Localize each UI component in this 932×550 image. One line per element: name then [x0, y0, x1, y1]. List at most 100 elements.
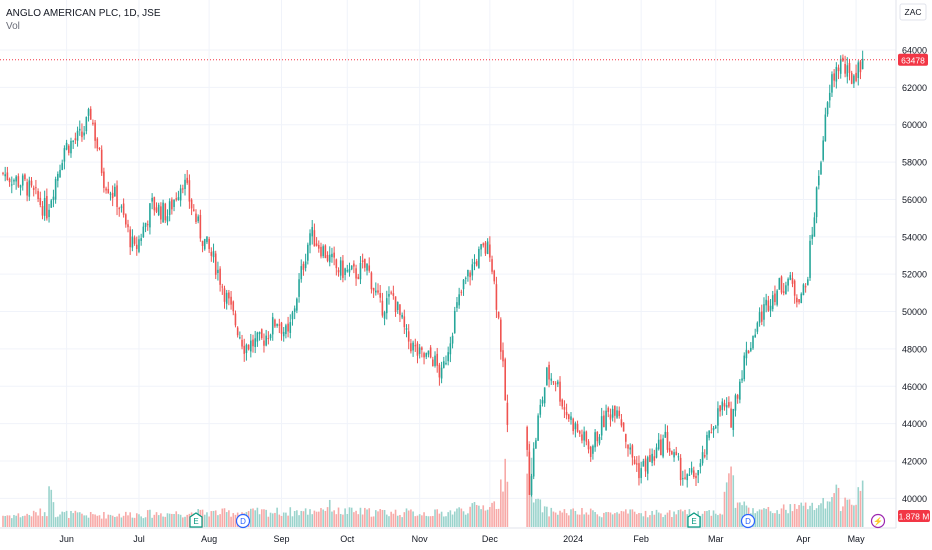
- volume-bar: [92, 514, 94, 527]
- volume-bar: [596, 514, 599, 527]
- volume-bar: [331, 511, 333, 527]
- volume-bar: [298, 515, 300, 527]
- candle-body: [747, 351, 750, 354]
- volume-bar: [50, 489, 53, 527]
- dividend-marker-icon[interactable]: [235, 513, 251, 529]
- volume-bar: [616, 512, 618, 527]
- price-tick-label: 64000: [902, 46, 927, 56]
- volume-bar: [164, 516, 167, 527]
- volume-bar: [267, 516, 270, 527]
- candle-body: [228, 292, 230, 299]
- volume-bar: [368, 508, 371, 527]
- earnings-marker-icon[interactable]: [687, 512, 701, 528]
- candle-body: [263, 340, 265, 346]
- candle-body: [190, 199, 193, 209]
- candle-body: [414, 345, 417, 347]
- candle-body: [107, 188, 110, 194]
- candle-body: [122, 203, 125, 215]
- candle-body: [331, 253, 333, 258]
- volume-bar: [581, 507, 583, 527]
- volume-bar: [701, 513, 704, 527]
- volume-bar: [550, 507, 553, 527]
- split-marker-icon[interactable]: [870, 513, 886, 529]
- volume-bar: [673, 511, 675, 527]
- volume-bar: [350, 507, 353, 527]
- price-axis[interactable]: 64000 62000 60000 58000 56000 54000 52000 50000…: [898, 3, 930, 522]
- candle-body: [427, 350, 430, 355]
- time-tick-label: Jun: [59, 534, 74, 544]
- candle-body: [666, 432, 669, 450]
- volume-bar: [605, 512, 607, 527]
- candle-body: [844, 63, 846, 74]
- currency-badge[interactable]: [899, 3, 927, 21]
- last-price-label: 63478: [901, 55, 925, 65]
- candle-body: [407, 331, 410, 342]
- candle-body: [344, 268, 346, 276]
- volume-bar: [383, 509, 386, 527]
- volume-bar: [72, 513, 74, 527]
- volume-bar: [449, 510, 452, 527]
- candle-body: [471, 264, 474, 276]
- candle-body: [105, 188, 107, 191]
- volume-bar: [379, 509, 381, 527]
- candle-body: [92, 122, 94, 125]
- dividend-marker-icon[interactable]: [740, 513, 756, 529]
- volume-bar: [815, 508, 818, 527]
- volume-bar: [41, 516, 44, 527]
- candle-body: [833, 73, 835, 81]
- event-markers[interactable]: E D E D ⚡: [189, 512, 886, 529]
- volume-bar: [19, 517, 22, 527]
- candle-body: [741, 378, 743, 381]
- volume-bar: [646, 517, 649, 527]
- candle-body: [423, 353, 425, 358]
- candle-body: [140, 238, 142, 241]
- volume-bar: [675, 514, 678, 527]
- volume-bar: [857, 487, 860, 527]
- grid-layer: [0, 0, 897, 529]
- candle-body: [576, 424, 579, 432]
- candle-body: [743, 355, 746, 380]
- earnings-marker-icon[interactable]: [189, 512, 203, 528]
- candle-body: [219, 268, 221, 285]
- candle-body: [850, 72, 853, 84]
- candle-body: [346, 270, 349, 272]
- volume-bar: [61, 511, 64, 527]
- volume-bar: [186, 514, 189, 527]
- volume-bar: [802, 505, 805, 527]
- candle-body: [361, 260, 364, 262]
- candle-body: [785, 285, 787, 295]
- candle-body: [758, 312, 761, 323]
- candle-body: [653, 456, 656, 461]
- volume-bar: [166, 513, 169, 527]
- volume-bar: [684, 509, 686, 527]
- candle-body: [21, 175, 24, 186]
- volume-bar: [302, 511, 305, 527]
- candle-body: [239, 337, 241, 339]
- volume-bar: [214, 510, 217, 527]
- volume-bar: [780, 508, 783, 527]
- volume-bar: [76, 512, 79, 527]
- candle-body: [188, 180, 191, 202]
- volume-bar: [583, 514, 585, 527]
- volume-bar: [252, 508, 254, 527]
- candle-body: [74, 138, 77, 141]
- volume-bar: [486, 509, 489, 527]
- candle-body: [381, 300, 384, 316]
- candle-body: [317, 244, 320, 249]
- candle-body: [168, 201, 171, 216]
- volume-bar: [839, 511, 842, 527]
- candle-body: [46, 196, 48, 219]
- volume-bar: [572, 508, 574, 527]
- candle-body: [87, 109, 90, 116]
- volume-bar: [638, 512, 640, 527]
- candle-body: [375, 290, 377, 293]
- time-axis[interactable]: Jun Jul Aug Sep Oct Nov Dec 2024 Feb Mar Apr May: [59, 534, 865, 544]
- candle-body: [432, 359, 434, 367]
- candle-body: [285, 325, 287, 335]
- volume-bar: [361, 514, 364, 527]
- candle-body: [609, 414, 612, 420]
- candle-body: [254, 338, 256, 347]
- candle-body: [302, 263, 305, 270]
- volume-bar: [65, 510, 68, 527]
